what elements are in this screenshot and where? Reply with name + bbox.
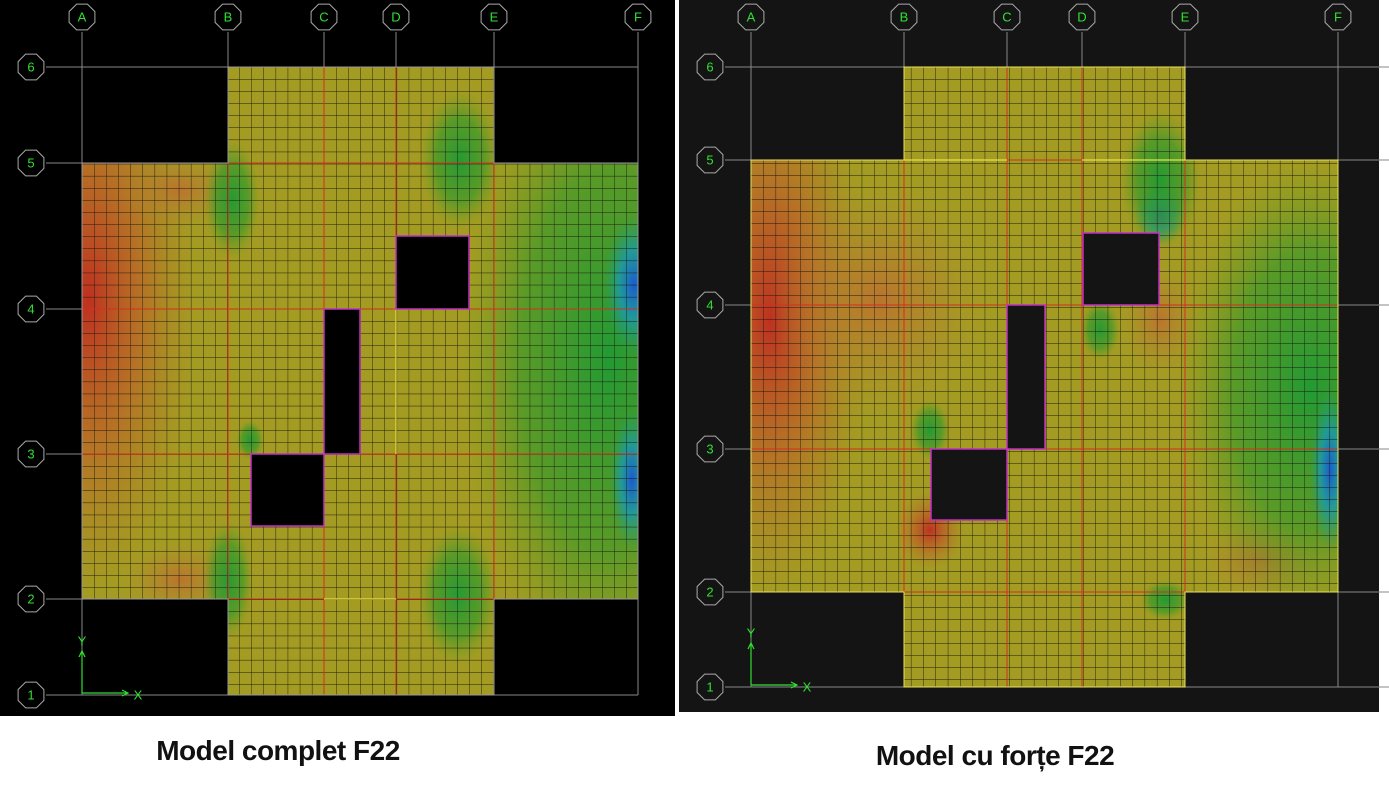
row-label: 6 bbox=[27, 60, 34, 75]
row-label: 3 bbox=[706, 442, 713, 457]
caption: Model cu forțe F22 bbox=[876, 740, 1114, 771]
grid-bubble bbox=[1171, 3, 1199, 31]
row-label: 5 bbox=[27, 156, 34, 171]
grid-bubble bbox=[17, 681, 45, 709]
slab-outline bbox=[81, 66, 639, 696]
row-label: 5 bbox=[706, 153, 713, 168]
row-label: 4 bbox=[27, 302, 34, 317]
caption: Model complet F22 bbox=[156, 735, 400, 766]
row-label: 1 bbox=[27, 688, 34, 703]
column-label: C bbox=[319, 10, 328, 25]
opening bbox=[930, 448, 1008, 521]
slab-outline bbox=[750, 66, 1339, 688]
column-label: A bbox=[78, 10, 87, 25]
axis-x-label: X bbox=[134, 688, 143, 703]
column-label: B bbox=[224, 10, 233, 25]
grid-bubble bbox=[17, 149, 45, 177]
grid-bubble bbox=[68, 3, 96, 31]
row-label: 2 bbox=[27, 592, 34, 607]
grid-bubble bbox=[696, 146, 724, 174]
grid-bubble bbox=[1068, 3, 1096, 31]
column-label: D bbox=[391, 10, 400, 25]
opening bbox=[1082, 232, 1160, 306]
column-label: E bbox=[1181, 10, 1190, 25]
model-view: A B C D E F 1 2 3 4 5 6 Y X bbox=[679, 0, 1389, 712]
grid-bubble bbox=[737, 3, 765, 31]
axis-indicator bbox=[747, 641, 799, 689]
grid-bubble bbox=[624, 3, 652, 31]
column-label: E bbox=[490, 10, 499, 25]
grid-bubble bbox=[696, 53, 724, 81]
axis-indicator bbox=[78, 649, 130, 697]
row-label: 1 bbox=[706, 680, 713, 695]
grid-bubble bbox=[1324, 3, 1352, 31]
grid-bubble bbox=[17, 53, 45, 81]
column-label: C bbox=[1002, 10, 1011, 25]
grid-bubble bbox=[696, 435, 724, 463]
axis-y-label: Y bbox=[747, 626, 756, 641]
grid-bubble bbox=[696, 578, 724, 606]
row-label: 3 bbox=[27, 447, 34, 462]
row-label: 6 bbox=[706, 60, 713, 75]
opening bbox=[250, 453, 325, 527]
column-label: A bbox=[747, 10, 756, 25]
grid-bubble bbox=[993, 3, 1021, 31]
opening bbox=[395, 235, 470, 310]
axis-x-label: X bbox=[803, 680, 812, 695]
column-label: B bbox=[900, 10, 909, 25]
opening bbox=[1006, 304, 1046, 450]
axis-y-label: Y bbox=[78, 634, 87, 649]
column-label: F bbox=[1334, 10, 1342, 25]
grid-bubble bbox=[17, 440, 45, 468]
grid-bubble bbox=[382, 3, 410, 31]
row-label: 2 bbox=[706, 585, 713, 600]
grid-bubble bbox=[696, 673, 724, 701]
grid-bubble bbox=[17, 585, 45, 613]
column-label: D bbox=[1077, 10, 1086, 25]
grid-bubble bbox=[17, 295, 45, 323]
row-label: 4 bbox=[706, 298, 713, 313]
grid-bubble bbox=[696, 291, 724, 319]
grid-bubble bbox=[480, 3, 508, 31]
grid-bubble bbox=[890, 3, 918, 31]
grid-bubble bbox=[310, 3, 338, 31]
grid-bubble bbox=[214, 3, 242, 31]
model-view: A B C D E F 1 2 3 4 5 6 Y X bbox=[0, 0, 675, 716]
column-label: F bbox=[634, 10, 642, 25]
opening bbox=[323, 308, 361, 455]
